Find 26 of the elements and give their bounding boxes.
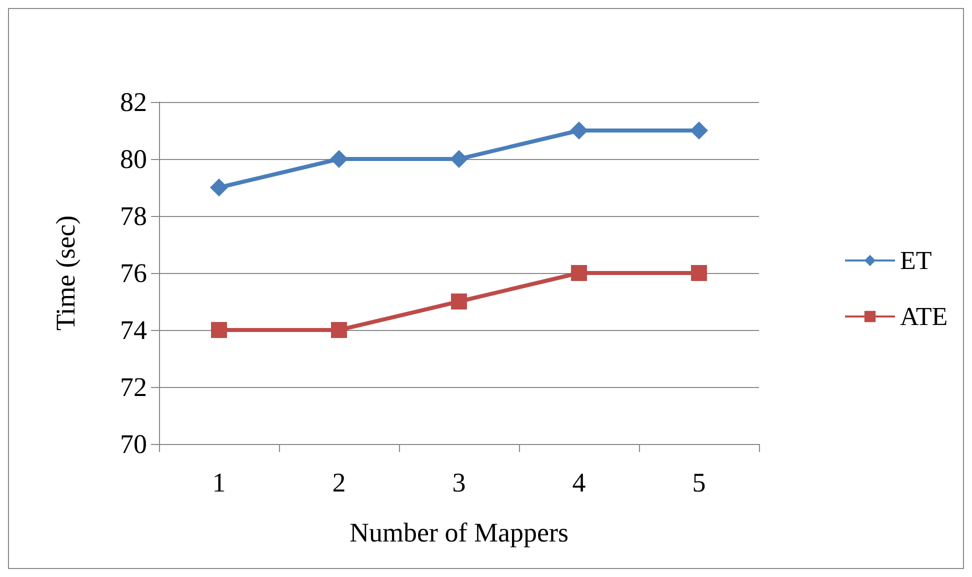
point bbox=[690, 122, 708, 140]
y-tick-label: 76 bbox=[120, 258, 147, 288]
y-tick-label: 80 bbox=[120, 144, 147, 174]
legend-label: ATE bbox=[900, 302, 948, 331]
x-tick-label: 5 bbox=[692, 468, 706, 498]
y-tick-label: 74 bbox=[120, 315, 148, 345]
point bbox=[331, 322, 347, 338]
x-tick-label: 3 bbox=[452, 468, 466, 498]
point bbox=[210, 178, 228, 196]
y-tick-label: 78 bbox=[120, 201, 147, 231]
point bbox=[571, 265, 587, 281]
x-tick-label: 1 bbox=[212, 468, 226, 498]
x-tick-label: 4 bbox=[572, 468, 586, 498]
y-tick-label: 72 bbox=[120, 372, 147, 402]
point bbox=[211, 322, 227, 338]
x-axis-title: Number of Mappers bbox=[350, 518, 568, 548]
point bbox=[330, 150, 348, 168]
y-axis-title: Time (sec) bbox=[50, 215, 80, 331]
y-tick-label: 82 bbox=[120, 87, 147, 117]
point bbox=[451, 294, 467, 310]
point bbox=[450, 150, 468, 168]
legend-label: ET bbox=[900, 246, 932, 275]
x-tick-label: 2 bbox=[332, 468, 346, 498]
point bbox=[570, 122, 588, 140]
y-tick-label: 70 bbox=[120, 429, 147, 459]
point bbox=[691, 265, 707, 281]
